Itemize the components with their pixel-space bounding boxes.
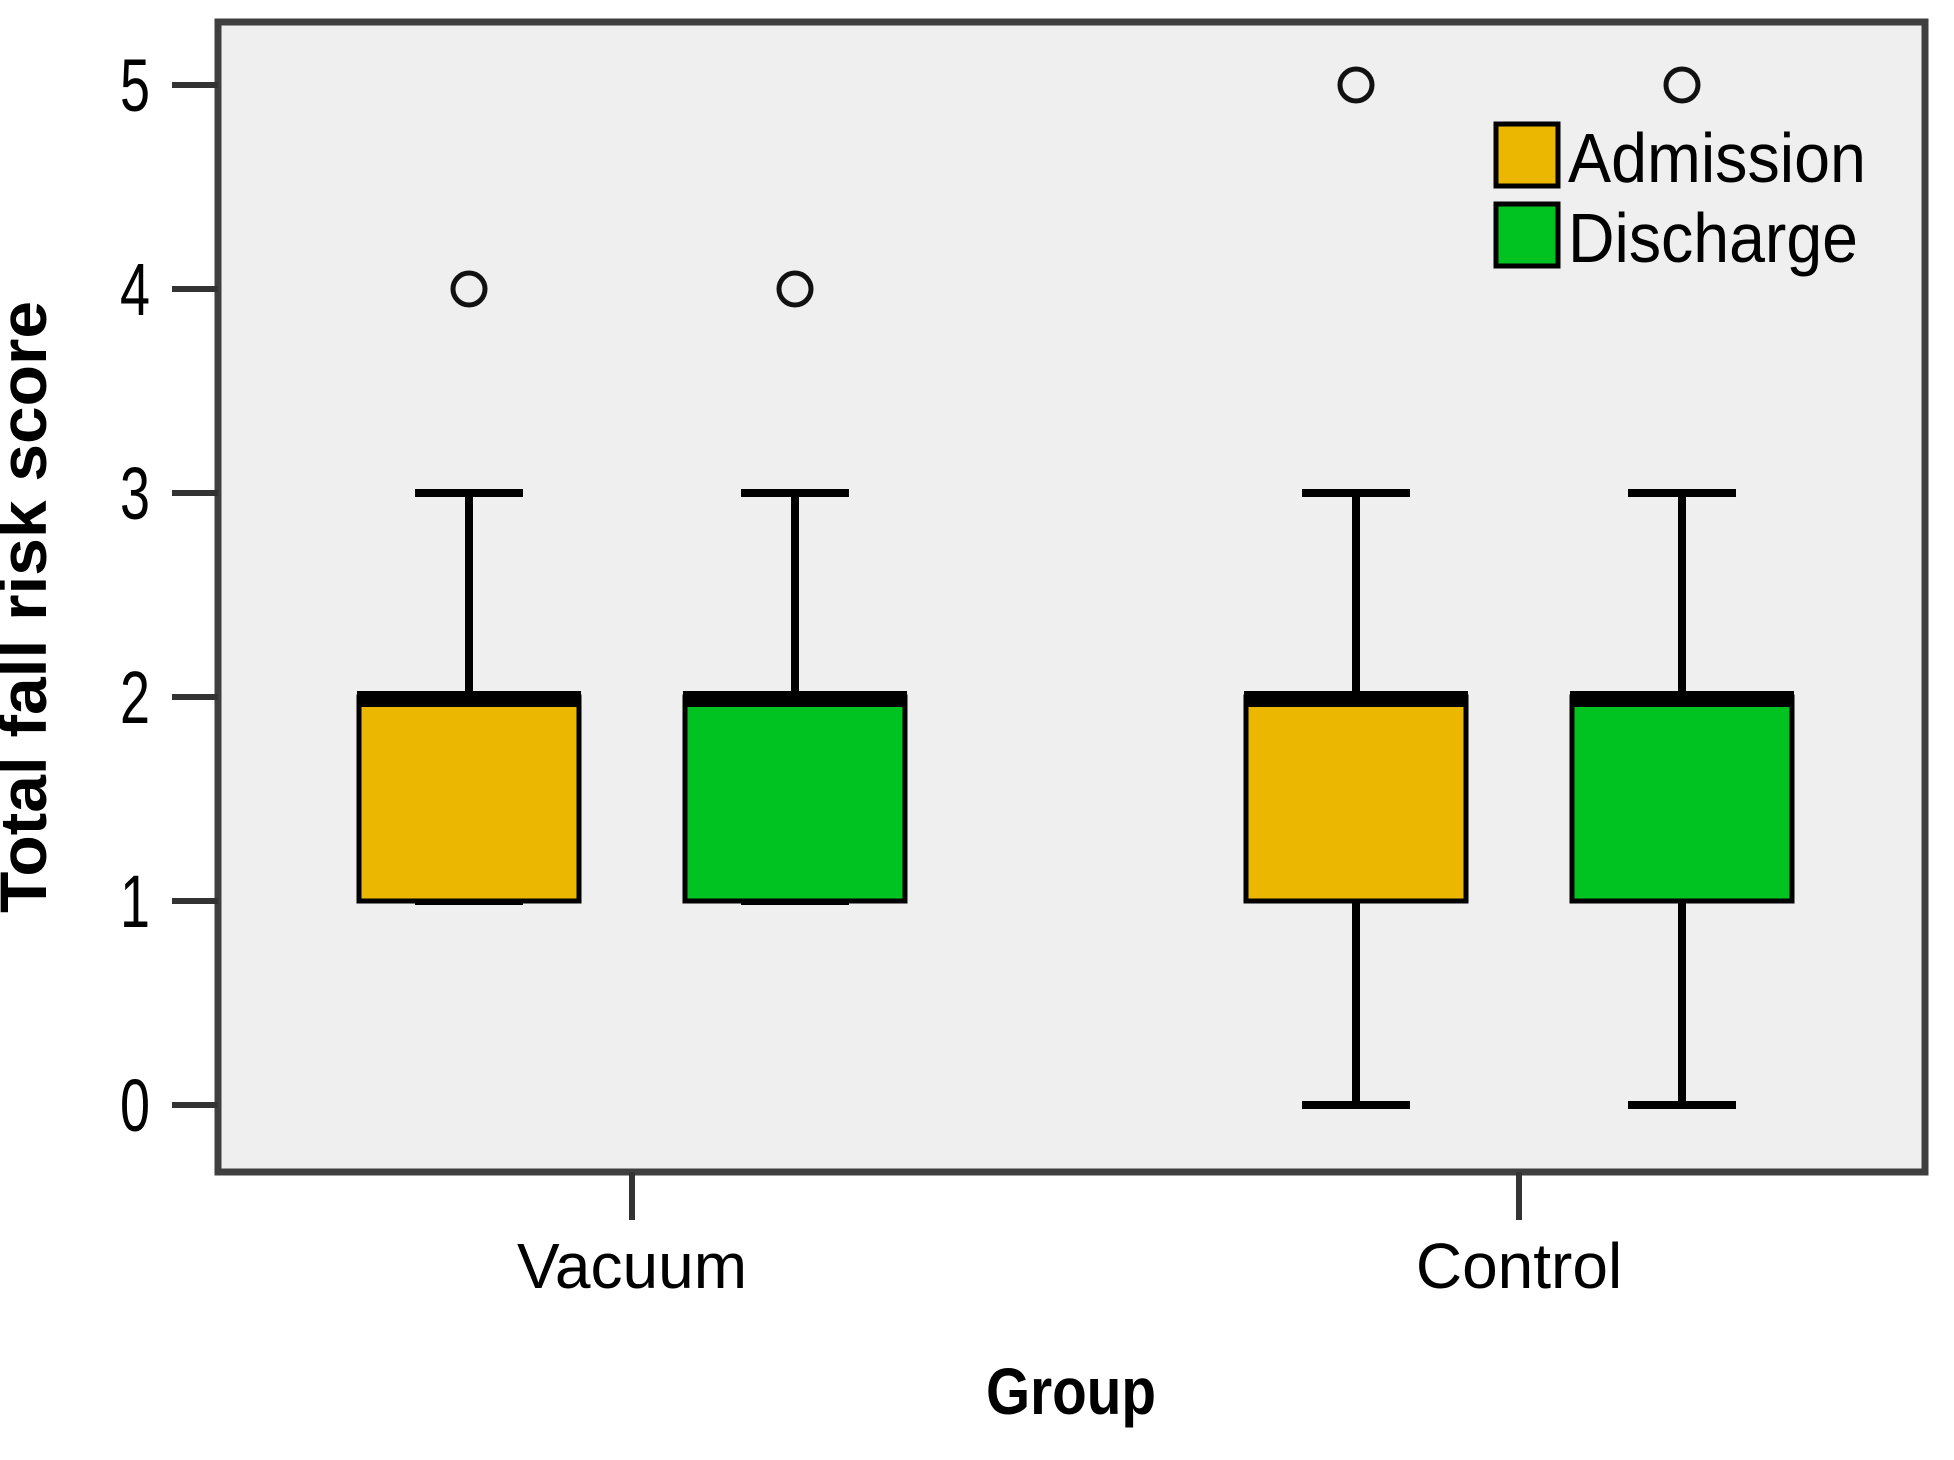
box-discharge-control (1569, 694, 1795, 904)
median-line-discharge-vacuum (683, 691, 907, 707)
legend-swatch-admission (1493, 121, 1561, 189)
x-axis-title: Group (986, 1354, 1156, 1428)
legend-label-admission: Admission (1568, 119, 1866, 197)
y-axis-title: Total fall risk score (0, 301, 60, 913)
median-line-discharge-control (1570, 691, 1794, 707)
y-tick-label-4: 4 (120, 248, 150, 331)
outlier-discharge-control-0 (1663, 66, 1701, 104)
box-admission-vacuum (356, 694, 582, 904)
category-label-control: Control (1416, 1230, 1622, 1302)
median-line-admission-control (1244, 691, 1468, 707)
outlier-admission-vacuum-0 (450, 270, 488, 308)
plot-area (214, 18, 1929, 1176)
y-tick-label-1: 1 (120, 860, 150, 943)
category-label-vacuum: Vacuum (517, 1230, 747, 1302)
y-tick-label-0: 0 (120, 1064, 150, 1147)
legend-label-discharge: Discharge (1568, 199, 1858, 277)
legend-swatch-discharge (1493, 201, 1561, 269)
outlier-discharge-vacuum-0 (776, 270, 814, 308)
median-line-admission-vacuum (357, 691, 581, 707)
y-tick-label-2: 2 (120, 656, 150, 739)
y-tick-label-3: 3 (120, 452, 150, 535)
outlier-admission-control-0 (1337, 66, 1375, 104)
box-discharge-vacuum (682, 694, 908, 904)
box-admission-control (1243, 694, 1469, 904)
y-tick-label-5: 5 (120, 44, 150, 127)
